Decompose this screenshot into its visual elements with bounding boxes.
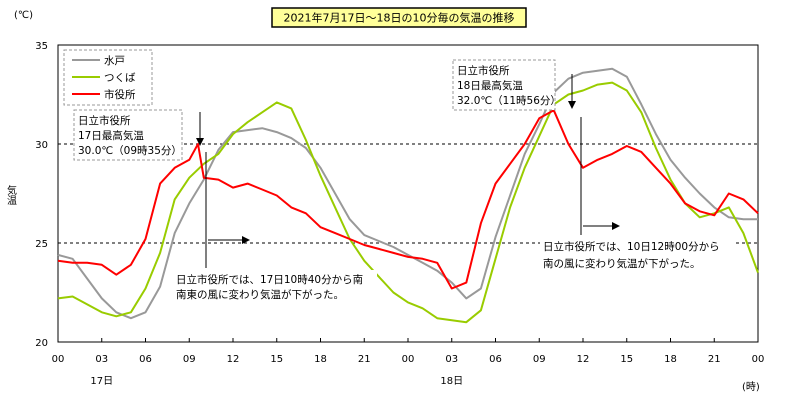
y-tick-label: 25 — [35, 239, 48, 250]
x-tick-label: 03 — [95, 354, 108, 365]
annotation-line: 18日最高気温 — [457, 79, 523, 92]
annotation-box — [540, 236, 736, 272]
x-tick-label: 06 — [139, 354, 152, 365]
arrow-head — [196, 138, 204, 146]
y-tick-label: 30 — [35, 140, 48, 151]
annotation-wind-18: 日立市役所では、10日12時00分から 南の風に変わり気温が下がった。 — [540, 117, 736, 272]
day-label: 18日 — [440, 376, 463, 387]
x-tick-label: 21 — [708, 354, 721, 365]
x-tick-label: 18 — [664, 354, 677, 365]
annotation-line: 30.0℃（09時35分） — [78, 145, 182, 157]
y-axis-label: 気温 — [5, 184, 17, 205]
legend-label-tsukuba: つくば — [104, 72, 136, 84]
x-tick-label: 06 — [489, 354, 502, 365]
legend: 水戸 つくば 市役所 — [63, 49, 153, 106]
x-tick-label: 21 — [358, 354, 371, 365]
annotation-box — [452, 59, 556, 111]
x-axis-ticks: 00 03 06 09 12 15 18 21 00 03 06 09 12 15 18 21 00 — [52, 338, 765, 365]
series-layer — [57, 67, 759, 324]
legend-label-shiyakusho: 市役所 — [104, 88, 136, 101]
y-tick-label: 35 — [35, 41, 48, 52]
x-unit: (時) — [742, 381, 760, 393]
day-labels: 17日 18日 — [90, 376, 463, 387]
series-line-1 — [57, 81, 759, 324]
day-label: 17日 — [90, 376, 113, 387]
annotation-box — [73, 109, 183, 161]
series-line-0 — [57, 67, 758, 320]
annotation-line: 日立市役所 — [457, 64, 510, 77]
chart-title: 2021年7月17日～18日の10分毎の気温の推移 — [284, 11, 515, 25]
x-tick-label: 00 — [52, 354, 65, 365]
arrow-head — [568, 101, 576, 109]
title-box — [271, 7, 527, 28]
annotation-box — [173, 270, 377, 303]
x-tick-label: 12 — [227, 354, 240, 365]
annotation-max-18: 日立市役所 18日最高気温 32.0℃（11時56分） — [452, 59, 576, 111]
y-tick-label: 20 — [35, 338, 48, 349]
x-tick-label: 12 — [577, 354, 590, 365]
annotation-line: 南東の風に変わり気温が下がった。 — [176, 288, 344, 301]
x-tick-label: 00 — [752, 354, 765, 365]
series-line-2 — [57, 109, 759, 290]
y-unit: (℃) — [14, 10, 33, 21]
x-tick-label: 18 — [314, 354, 327, 365]
x-tick-label: 00 — [402, 354, 415, 365]
annotation-line: 日立市役所では、17日10時40分から南 — [176, 273, 363, 286]
y-axis-ticks: 20 25 30 35 — [35, 41, 48, 349]
x-tick-label: 09 — [533, 354, 546, 365]
annotation-line: 南の風に変わり気温が下がった。 — [543, 257, 701, 270]
arrow-head — [242, 236, 250, 244]
arrow-head — [612, 222, 620, 230]
annotation-line: 32.0℃（11時56分） — [457, 95, 561, 107]
annotation-max-17: 日立市役所 17日最高気温 30.0℃（09時35分） — [73, 109, 204, 161]
annotation-wind-17: 日立市役所では、17日10時40分から南 南東の風に変わり気温が下がった。 — [173, 152, 377, 303]
x-tick-label: 03 — [445, 354, 458, 365]
x-tick-label: 15 — [270, 354, 283, 365]
legend-label-mito: 水戸 — [104, 55, 125, 67]
annotation-line: 17日最高気温 — [78, 129, 144, 142]
plot-frame — [57, 44, 759, 343]
annotation-line: 日立市役所 — [78, 114, 131, 127]
x-tick-label: 15 — [620, 354, 633, 365]
x-tick-label: 09 — [183, 354, 196, 365]
annotation-line: 日立市役所では、10日12時00分から — [543, 240, 720, 253]
